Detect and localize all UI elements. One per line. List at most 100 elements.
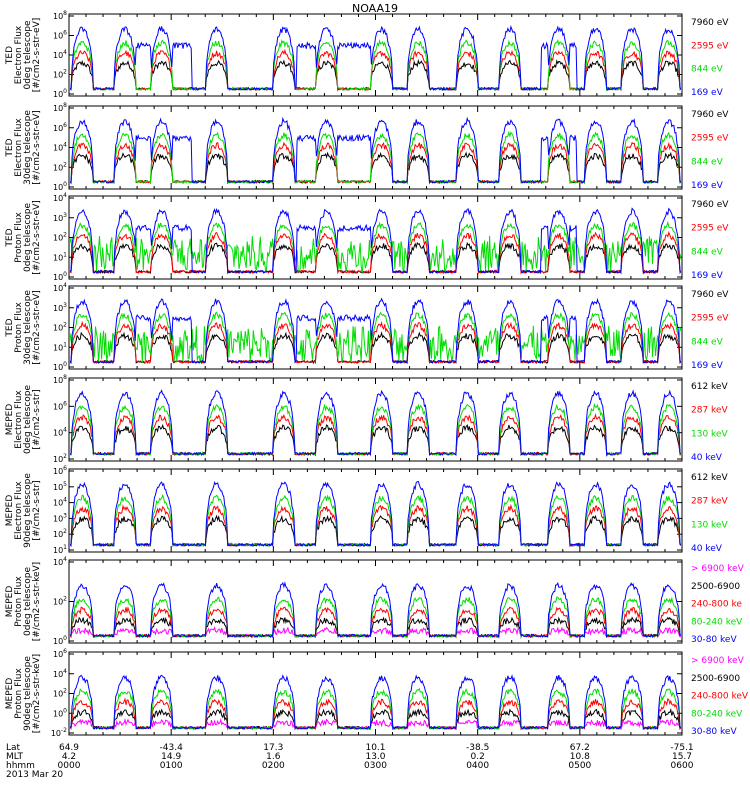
x-tick-mlt: 14.9 [161,752,181,762]
series-blue-line [70,581,681,639]
y-axis-label: TEDProton Flux0deg telescope[#/cm2-s-str… [5,200,42,275]
panel-6: 106 105 104 103 102 101 MEPEDElectron Flux90de… [5,465,728,555]
y-tick-label: 103 [53,302,67,313]
y-tick-label: 104 [53,192,67,203]
y-tick-label: 102 [53,596,67,607]
panel-5: 108 106 104 102 MEPEDElectron Flux0deg teles… [5,374,728,464]
panel-4: 104 103 102 101 100 TEDProton Flux30deg teles… [5,282,729,372]
y-tick-label: 108 [53,102,67,113]
legend-entry: > 6900 keV [691,656,745,666]
legend-entry: 240-800 keV [691,692,749,702]
legend-entry: 2595 eV [691,134,729,144]
series-green-line [70,38,681,92]
traces [70,207,681,275]
legend-entry: 2500-6900 [691,582,740,592]
y-tick-label: 101 [53,544,67,555]
y-tick-label: 108 [53,374,67,385]
legend-entry: 169 eV [691,88,724,98]
y-tick-label: 100 [53,88,67,99]
legend-entry: 612 keV [691,382,728,392]
y-tick-label: 104 [53,427,67,438]
traces [70,116,681,185]
series-blue-line [70,297,681,365]
x-tick-lat: 10.1 [365,743,385,753]
legend-entry: 287 keV [691,497,728,507]
y-tick-label: 101 [53,341,67,352]
legend-entry: 844 eV [691,337,724,347]
x-row-label: Lat [6,743,21,753]
x-tick-mlt: 13.0 [365,752,385,762]
series-red-line [70,141,681,185]
panel-3: 104 103 102 101 100 TEDProton Flux0deg telesc… [5,192,729,282]
y-tick-label: 105 [53,481,67,492]
series-blue-line [70,674,681,731]
legend-entry: 7960 eV [691,290,729,300]
legend-entry: 844 eV [691,247,724,257]
x-tick-mlt: 0.2 [471,752,485,762]
y-tick-label: 106 [53,400,67,411]
y-axis-label: MEPEDElectron Flux0deg telescope[#/cm2-s… [5,385,42,455]
panel-8: 106 104 102 100 10-2 MEPEDProton Flux90deg te… [5,648,749,738]
y-axis-label: MEPEDProton Flux90deg telescope[#/cm2-s-… [5,654,42,733]
y-tick-label: 104 [53,142,67,153]
legend-entry: 80-240 keV [691,709,743,719]
legend-entry: 80-240 keV [691,617,743,627]
series-magenta-line [70,717,681,731]
y-axis-label: MEPEDElectron Flux90deg telescope[#/cm2-… [5,473,42,548]
legend-entry: 844 eV [691,65,724,75]
series-blue-line [70,116,681,185]
y-tick-label: 102 [53,453,67,464]
legend-entry: 130 keV [691,520,728,530]
x-tick-lat: -38.5 [466,743,489,753]
legend-entry: 169 eV [691,181,724,191]
y-tick-label: 106 [53,122,67,133]
x-tick-mlt: 15.7 [672,752,692,762]
legend-entry: 7960 eV [691,200,729,210]
series-red-line [70,320,681,365]
series-blue-line [70,25,681,92]
series-black-line [70,151,681,185]
series-black-line [70,616,681,639]
legend-entry: 240-800 ke [691,600,742,610]
y-axis-label: TEDElectron Flux0deg telescope[#/cm2-s-s… [5,18,42,93]
x-tick-mlt: 1.6 [266,752,281,762]
legend-entry: 7960 eV [691,110,729,120]
series-green-line [70,493,681,548]
series-blue-line [70,480,681,548]
x-tick-hhmm: 0200 [262,761,285,771]
y-tick-label: 10-2 [51,727,67,738]
x-tick-hhmm: 0300 [364,761,387,771]
y-tick-label: 106 [53,648,67,659]
traces [70,389,681,457]
x-row-label: hhmm [6,761,35,771]
y-tick-label: 103 [53,512,67,523]
panel-7: 104 102 100 MEPEDProton Flux0deg telescope[… [5,556,745,646]
legend-entry: 2595 eV [691,41,729,51]
legend-entry: 612 keV [691,473,728,483]
y-tick-label: 100 [53,707,67,718]
x-tick-lat: 64.9 [59,743,79,753]
legend-entry: 2595 eV [691,314,729,324]
x-row-label: MLT [6,752,24,762]
series-green-line [70,220,681,274]
y-tick-label: 104 [53,497,67,508]
x-tick-lat: 17.3 [263,743,283,753]
legend-entry: > 6900 keV [691,564,745,574]
y-axis-label: MEPEDProton Flux0deg telescope[#/cm2-s-s… [5,562,42,641]
panel-frame [68,195,683,280]
series-black-line [70,707,681,731]
y-tick-label: 106 [53,30,67,41]
y-tick-label: 100 [53,181,67,192]
legend-entry: 169 eV [691,271,724,281]
series-blue-line [70,389,681,457]
legend-entry: 30-80 keV [691,635,737,645]
y-tick-label: 102 [53,688,67,699]
y-tick-label: 102 [53,161,67,172]
traces [70,480,681,548]
y-tick-label: 104 [53,282,67,293]
x-tick-mlt: 10.8 [570,752,590,762]
legend-entry: 844 eV [691,157,724,167]
legend-entry: 287 keV [691,406,728,416]
